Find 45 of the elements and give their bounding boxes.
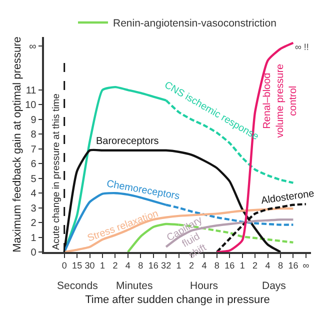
x-tick-label: 8 (278, 260, 283, 271)
x-tick-label: 2 (252, 260, 258, 271)
x-tick-label: 4 (125, 260, 130, 271)
ref-line-label: Acute change in pressure at this time (50, 94, 62, 250)
text: Renal–blood volume pressure control (262, 63, 300, 138)
x-tick-label: 1 (240, 260, 245, 271)
text: Days (262, 280, 286, 292)
text: Aldosterone (260, 188, 316, 207)
series-label: Baroreceptors (96, 136, 159, 147)
x-tick-label: 16 (148, 260, 158, 271)
x-tick-label: 8 (214, 260, 220, 271)
x-tick-label: ∞ (302, 260, 310, 271)
y-tick-label: 8 (30, 130, 37, 141)
y-tick-label: 4 (30, 188, 37, 200)
x-tick-label: 8 (138, 260, 144, 271)
x-tick-label: 15 (72, 260, 82, 271)
legend-label: Renin-angiotensin-vasoconstriction (113, 18, 277, 30)
y-tick-label: 5 (30, 174, 37, 185)
y-tick-label: ∞ (29, 41, 36, 52)
y-tick-label: 2 (30, 218, 37, 230)
x-tick-label: 4 (202, 260, 207, 271)
y-tick-label: 6 (30, 159, 37, 170)
y-tick-label: 11 (26, 86, 37, 97)
x-axis-title: Time after sudden change in pressure (85, 294, 270, 306)
x-tick-label: 16 (224, 260, 235, 271)
x-tick-label: 1 (100, 260, 105, 271)
annotation: ∞ !! (295, 42, 309, 52)
text: Hours (190, 280, 218, 292)
text: Minutes (116, 280, 153, 292)
x-tick-label: 1 (176, 260, 182, 271)
x-tick-label: 2 (188, 260, 194, 271)
y-axis-title: Maximum feedback gain at optimal pressure (11, 36, 24, 252)
text: Seconds (57, 280, 98, 292)
x-tick-label: 4 (265, 260, 270, 271)
x-tick-label: 16 (288, 260, 298, 271)
x-tick-label: 2 (112, 260, 118, 271)
y-tick-label: 1 (30, 232, 37, 244)
y-tick-label: 9 (30, 114, 37, 126)
y-tick-label: 0 (30, 248, 37, 258)
y-tick-label: 3 (30, 203, 37, 214)
x-tick-label: 0 (62, 260, 67, 271)
y-tick-label: 10 (25, 100, 37, 112)
x-tick-label: 32 (161, 260, 172, 271)
x-tick-label: 30 (84, 260, 95, 271)
y-tick-label: 7 (30, 144, 37, 156)
